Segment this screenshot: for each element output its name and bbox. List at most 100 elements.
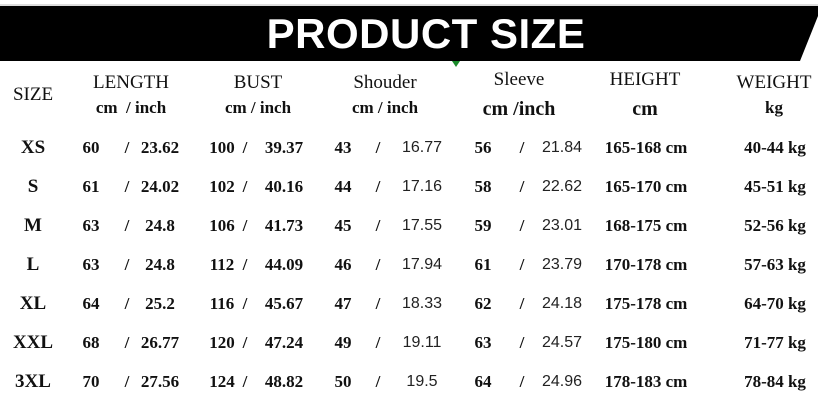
separator: / [519,177,525,196]
bust-inch: 45.67 [264,294,304,313]
sleeve-cm: 63 [474,333,492,352]
top-divider [0,4,818,6]
shoulder-cm: 50 [334,372,352,391]
sleeve-inch: 21.84 [541,139,583,156]
separator: / [519,216,525,235]
header-size: SIZE [12,84,54,105]
separator: / [124,216,130,235]
sleeve-inch: 23.01 [541,217,583,234]
size-cell: XXL [12,332,54,353]
length-inch: 24.8 [145,216,175,235]
separator: / [124,138,130,157]
header-weight-unit: kg [765,98,783,117]
title-banner [0,6,818,61]
length-cm: 63 [82,255,100,274]
header-sleeve: Sleeve [493,69,545,90]
shoulder-inch: 17.55 [401,217,443,234]
separator: / [242,216,248,235]
length-inch: 23.62 [140,138,180,157]
height-range: 165-168 cm [604,138,688,157]
height-range: 165-170 cm [604,177,688,196]
height-range: 170-178 cm [604,255,688,274]
header-shoulder-unit: cm / inch [351,98,419,117]
bust-cm: 100 [209,138,235,157]
separator: / [242,372,248,391]
separator: / [124,255,130,274]
shoulder-inch: 17.94 [401,256,443,273]
separator: / [124,333,130,352]
header-length: LENGTH [93,72,169,93]
size-cell: M [24,215,42,236]
sleeve-cm: 62 [474,294,492,313]
shoulder-inch: 16.77 [401,139,443,156]
shoulder-cm: 46 [334,255,352,274]
weight-range: 71-77 kg [744,333,806,352]
bust-inch: 39.37 [264,138,304,157]
shoulder-inch: 19.11 [402,334,442,351]
height-range: 178-183 cm [604,372,688,391]
separator: / [519,138,525,157]
shoulder-cm: 43 [334,138,352,157]
size-cell: XL [19,293,47,314]
length-inch: 24.02 [140,177,180,196]
shoulder-cm: 45 [334,216,352,235]
bust-cm: 112 [209,255,235,274]
header-shoulder: Shouder [353,72,417,93]
separator: / [124,372,130,391]
length-inch: 24.8 [145,255,175,274]
separator: / [519,372,525,391]
size-cell: 3XL [15,371,51,392]
bust-inch: 41.73 [264,216,304,235]
length-cm: 64 [82,294,100,313]
sleeve-cm: 64 [474,372,492,391]
bust-inch: 40.16 [264,177,304,196]
size-cell: L [26,254,40,275]
header-bust: BUST [233,72,283,93]
separator: / [519,255,525,274]
shoulder-cm: 44 [334,177,352,196]
sleeve-inch: 24.96 [541,373,583,390]
sleeve-inch: 22.62 [541,178,583,195]
height-range: 175-178 cm [604,294,688,313]
weight-range: 40-44 kg [744,138,806,157]
length-cm: 60 [82,138,100,157]
header-height-unit: cm [632,98,658,120]
header-bust-unit: cm / inch [224,98,292,117]
length-cm: 68 [82,333,100,352]
length-inch: 26.77 [140,333,180,352]
bust-cm: 106 [209,216,235,235]
sleeve-cm: 61 [474,255,492,274]
weight-range: 52-56 kg [744,216,806,235]
weight-range: 64-70 kg [744,294,806,313]
bust-cm: 116 [209,294,235,313]
bust-cm: 102 [209,177,235,196]
header-weight: WEIGHT [736,72,812,93]
weight-range: 57-63 kg [744,255,806,274]
page-title: PRODUCT SIZE [266,10,586,57]
bust-inch: 44.09 [264,255,304,274]
separator: / [519,333,525,352]
header-length-unit: cm / inch [95,98,167,117]
weight-range: 45-51 kg [744,177,806,196]
length-inch: 25.2 [145,294,175,313]
separator: / [124,177,130,196]
bust-cm: 124 [209,372,235,391]
header-height: HEIGHT [609,69,681,90]
sleeve-inch: 23.79 [541,256,583,273]
length-cm: 61 [82,177,100,196]
sleeve-cm: 58 [474,177,492,196]
separator: / [375,333,381,352]
length-cm: 63 [82,216,100,235]
sleeve-inch: 24.18 [541,295,583,312]
separator: / [242,177,248,196]
shoulder-inch: 18.33 [401,295,443,312]
size-cell: XS [20,137,46,158]
bust-inch: 48.82 [264,372,304,391]
separator: / [242,138,248,157]
weight-range: 78-84 kg [744,372,806,391]
separator: / [375,138,381,157]
length-cm: 70 [82,372,100,391]
shoulder-inch: 17.16 [401,178,443,195]
separator: / [375,294,381,313]
header-sleeve-unit: cm /inch [482,98,556,120]
